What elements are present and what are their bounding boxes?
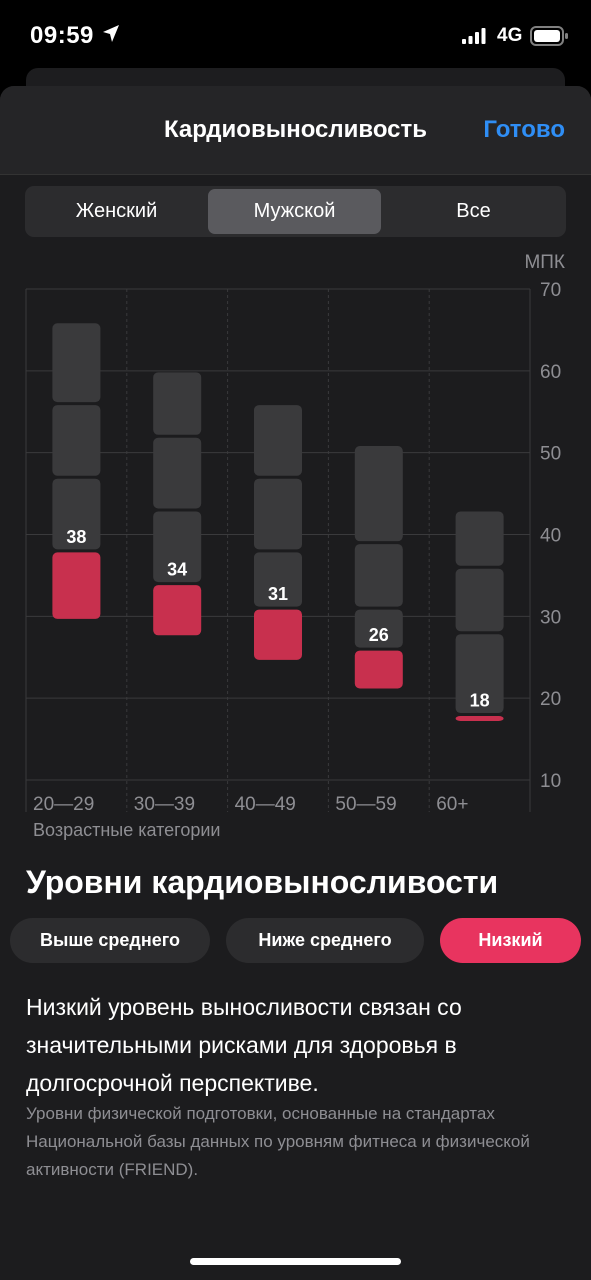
bar-range-segment [153,511,202,583]
bar-range-segment [254,405,302,476]
page-title: Кардиовыносливость [163,116,428,143]
chip-below-average[interactable]: Ниже среднего [226,918,424,963]
segment-female[interactable]: Женский [75,200,158,222]
status-bar: 09:59 4G [0,0,591,70]
source-note: Уровни физической подготовки, основанные… [26,1104,530,1179]
cardio-fitness-sheet: Кардиовыносливость Готово Женский Мужско… [0,86,591,1280]
bar-value-label: 38 [66,527,86,547]
segment-male[interactable]: Мужской [208,189,381,234]
x-axis-title: Возрастные категории [33,820,221,840]
bar-range-segment [354,609,403,648]
status-time: 09:59 [30,22,94,49]
x-tick-label: 40—49 [235,794,296,815]
x-tick-label: 50—59 [335,794,396,815]
segment-all[interactable]: Все [456,200,491,222]
bar-low-segment [254,609,302,660]
nav-bar: Кардиовыносливость Готово [0,86,591,175]
bar-range-segment [153,437,202,509]
sex-segmented-control: Женский Мужской Все [25,186,566,237]
chart-plot: 70 60 50 40 30 20 10 38 20—29 34 30—39 31 40—49 26 50—… [25,280,561,815]
y-tick-label: 70 [540,280,561,301]
levels-title: Уровни кардиовыносливости [26,864,499,900]
x-tick-label: 20—29 [33,794,94,815]
battery-icon [530,26,568,46]
y-tick-label: 40 [540,526,561,547]
y-tick-label: 10 [540,771,561,792]
location-arrow-icon [103,25,119,42]
level-description: Низкий уровень выносливости связан со зн… [26,994,462,1096]
x-tick-label: 60+ [436,794,468,815]
bar-value-label: 34 [167,560,187,580]
y-tick-label: 30 [540,607,561,628]
level-chips: Выше среднего Ниже среднего Низкий [10,918,590,964]
bar-low-segment [153,585,202,636]
y-tick-label: 50 [540,444,561,465]
bar-value-label: 26 [369,625,389,645]
bar-range-segment [52,405,101,476]
home-indicator[interactable] [190,1258,401,1265]
signal-icon [462,28,486,44]
network-type: 4G [497,25,523,46]
bar-range-segment [52,478,101,550]
bar-range-segment [52,323,101,403]
bar-low-segment [455,716,504,722]
bar-low-segment [354,650,403,689]
bar-range-segment [354,544,403,607]
y-axis-unit: МПК [524,252,565,273]
bar-range-segment [455,568,504,632]
bar-range-segment [254,478,302,550]
y-tick-label: 60 [540,362,561,383]
bar-range-segment [455,634,504,714]
bar-range-segment [354,445,403,542]
bar-low-segment [52,552,101,619]
bar-range-segment [153,372,202,435]
chip-low[interactable]: Низкий [440,918,581,963]
bar-range-segment [254,552,302,607]
y-tick-label: 20 [540,689,561,710]
bar-value-label: 18 [470,691,490,711]
done-button[interactable]: Готово [483,116,565,143]
x-tick-label: 30—39 [134,794,195,815]
bar-value-label: 31 [268,584,288,604]
bar-range-segment [455,511,504,566]
chip-above-average[interactable]: Выше среднего [10,918,210,963]
cardio-chart: МПК 70 60 50 40 30 20 10 38 20—29 34 30—39 31 40—49 2… [0,246,591,846]
